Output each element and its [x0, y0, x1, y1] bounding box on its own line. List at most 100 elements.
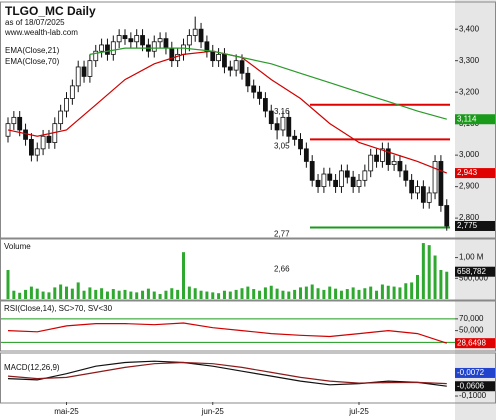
y-tick-label: 2,800 — [459, 213, 480, 222]
y-tick-label: 2,900 — [459, 182, 480, 191]
chart-title: TLGO_MC Daily — [5, 4, 96, 18]
panel-title: Volume — [4, 242, 31, 251]
volume-bar — [369, 286, 373, 299]
volume-bar — [293, 289, 297, 299]
volume-bar — [29, 286, 33, 299]
candle-body — [99, 44, 104, 52]
candle-body — [28, 138, 34, 156]
candle-body — [397, 161, 403, 172]
volume-bar — [141, 290, 145, 299]
candle-body — [216, 53, 222, 62]
candle-body — [362, 170, 368, 181]
candle-body — [105, 44, 110, 55]
candle-body — [409, 179, 415, 194]
candle-body — [385, 148, 391, 165]
candle-body — [350, 176, 356, 188]
volume-bar — [217, 293, 221, 299]
candle-body — [251, 85, 257, 93]
value-tag-label: 2,775 — [457, 221, 478, 230]
value-tag-label: 2,943 — [457, 168, 478, 177]
y-tick-label: 500,000 — [459, 273, 488, 282]
volume-bar — [310, 284, 314, 299]
volume-bar — [182, 252, 185, 299]
y-tick-label: 3,200 — [459, 87, 480, 96]
candle-body — [192, 28, 198, 36]
legend-entry: EMA(Close,21) — [5, 46, 60, 55]
candle-body — [298, 138, 303, 150]
volume-bar — [351, 287, 355, 299]
level-label: 2,77 — [274, 230, 290, 239]
candle-body — [186, 35, 192, 46]
candle-body — [204, 41, 210, 52]
volume-bar — [410, 282, 414, 299]
volume-bar — [375, 290, 379, 299]
series-line — [89, 47, 447, 120]
y-tick-label: 1,00 M — [459, 253, 484, 262]
candle-body — [181, 44, 186, 55]
series-line — [7, 322, 447, 344]
candle-body — [268, 110, 274, 125]
value-tag — [455, 381, 495, 392]
candle-body — [81, 66, 87, 77]
volume-bar — [129, 291, 133, 299]
volume-bar — [88, 287, 92, 299]
candle-body — [292, 135, 298, 140]
volume-bar — [416, 274, 419, 299]
y-tick-label: 50,000 — [459, 326, 484, 335]
candle-body — [222, 53, 227, 68]
candle-body — [69, 85, 75, 99]
volume-bar — [12, 290, 16, 299]
value-tag-label: -0,0606 — [457, 381, 485, 390]
candle-body — [140, 35, 145, 46]
candle-body — [257, 91, 262, 99]
volume-bar — [281, 290, 285, 299]
candle-body — [344, 170, 350, 178]
volume-bar — [439, 270, 443, 299]
value-tag — [455, 338, 495, 349]
volume-bar — [158, 294, 162, 299]
volume-bar — [47, 292, 51, 299]
volume-bar — [252, 289, 256, 299]
volume-bar — [421, 243, 425, 299]
x-tick-label: mai-25 — [54, 407, 79, 416]
volume-bar — [187, 286, 191, 299]
volume-bar — [70, 288, 74, 299]
volume-bar — [105, 291, 109, 299]
volume-bar — [152, 291, 156, 299]
candle-body — [40, 135, 46, 150]
candle-body — [432, 161, 438, 194]
candle-body — [245, 72, 251, 87]
candle-body — [116, 35, 122, 43]
panel-title: RSI(Close,14), SC>70, SV<30 — [4, 304, 113, 313]
volume-bar — [339, 290, 343, 299]
volume-bar — [18, 292, 22, 299]
volume-bar — [193, 288, 197, 299]
volume-bar — [392, 286, 396, 299]
y-tick-label: 3,300 — [459, 56, 480, 65]
volume-bar — [35, 288, 39, 299]
candle-body — [34, 148, 40, 156]
volume-bar — [299, 287, 302, 299]
volume-bar — [211, 292, 215, 299]
volume-bar — [269, 285, 273, 299]
source: www.wealth-lab.com — [4, 28, 78, 37]
candle-body — [391, 161, 397, 165]
x-tick-label: jun-25 — [201, 407, 225, 416]
y-tick-label: -0,1000 — [459, 391, 487, 400]
candle-body — [274, 123, 280, 131]
volume-bar — [357, 289, 361, 299]
volume-bar — [433, 255, 437, 299]
volume-bar — [76, 282, 80, 299]
candle-body — [339, 170, 344, 188]
candle-body — [309, 161, 315, 181]
legend-entry: EMA(Close,70) — [5, 57, 60, 66]
y-tick-label: 3,000 — [459, 150, 480, 159]
volume-bar — [199, 290, 203, 299]
volume-bar — [398, 287, 402, 299]
value-tag-label: 28,6498 — [457, 338, 486, 347]
candle-body — [110, 41, 116, 55]
volume-bar — [82, 290, 86, 299]
volume-bar — [170, 288, 174, 299]
volume-bar — [386, 285, 390, 299]
